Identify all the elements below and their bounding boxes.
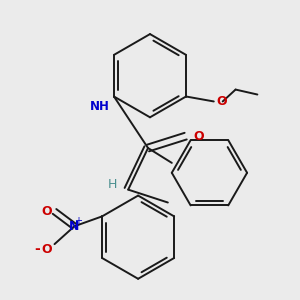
Text: H: H [108,178,117,191]
Text: O: O [41,243,52,256]
Text: +: + [74,216,82,226]
Text: O: O [217,95,227,108]
Text: NH: NH [90,100,110,113]
Text: O: O [41,205,52,218]
Text: -: - [34,242,40,256]
Text: N: N [69,220,80,233]
Text: O: O [194,130,204,142]
